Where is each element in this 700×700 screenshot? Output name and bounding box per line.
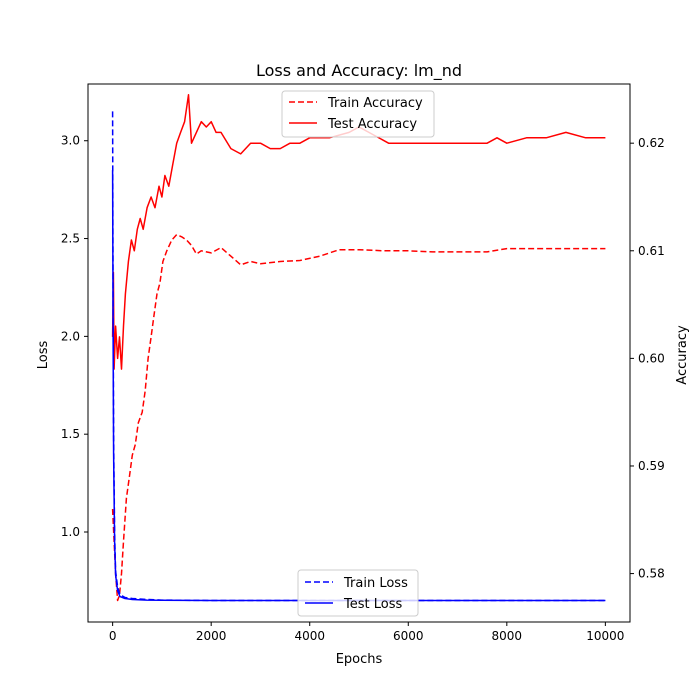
legend-train-loss-label: Train Loss	[343, 576, 408, 591]
y-axis-right-title: Accuracy	[675, 325, 690, 385]
plot-series	[111, 94, 606, 602]
x-tick-label: 10000	[586, 629, 624, 643]
y-left-tick-label: 1.0	[61, 525, 80, 539]
x-tick-label: 2000	[196, 629, 227, 643]
x-tick-label: 6000	[393, 629, 424, 643]
y-left-tick-label: 2.5	[61, 232, 80, 246]
y-left-tick-label: 3.0	[61, 134, 80, 148]
legend-loss: Train Loss Test Loss	[297, 569, 419, 617]
series-train-accuracy	[111, 233, 606, 602]
y-right-tick-label: 0.58	[638, 567, 665, 581]
x-tick-label: 4000	[294, 629, 325, 643]
plot-frame	[87, 83, 631, 623]
series-test-accuracy	[111, 94, 606, 370]
y-axis-left-title: Loss	[36, 341, 51, 370]
series-test-loss	[111, 170, 606, 602]
legend-train-accuracy-label: Train Accuracy	[327, 96, 423, 111]
y-left-tick-label: 1.5	[61, 427, 80, 441]
y-right-tick-label: 0.61	[638, 244, 665, 258]
x-tick-label: 8000	[492, 629, 523, 643]
y-left-tick-label: 2.0	[61, 329, 80, 343]
y-axis-left: 1.0 1.5 2.0 2.5 3.0	[61, 134, 88, 539]
legend-accuracy-box	[281, 90, 435, 138]
y-right-tick-label: 0.59	[638, 459, 665, 473]
series-train-loss	[111, 111, 606, 602]
legend-accuracy: Train Accuracy Test Accuracy	[281, 90, 435, 138]
legend-test-loss-label: Test Loss	[343, 597, 402, 612]
legend-test-accuracy-label: Test Accuracy	[327, 117, 417, 132]
y-right-tick-label: 0.62	[638, 136, 665, 150]
x-tick-label: 0	[109, 629, 117, 643]
x-axis-title: Epochs	[336, 652, 383, 667]
y-right-tick-label: 0.60	[638, 351, 665, 365]
x-axis: 0 2000 4000 6000 8000 10000	[109, 622, 624, 643]
y-axis-right: 0.58 0.59 0.60 0.61 0.62	[630, 136, 665, 581]
chart-title: Loss and Accuracy: lm_nd	[256, 61, 462, 81]
